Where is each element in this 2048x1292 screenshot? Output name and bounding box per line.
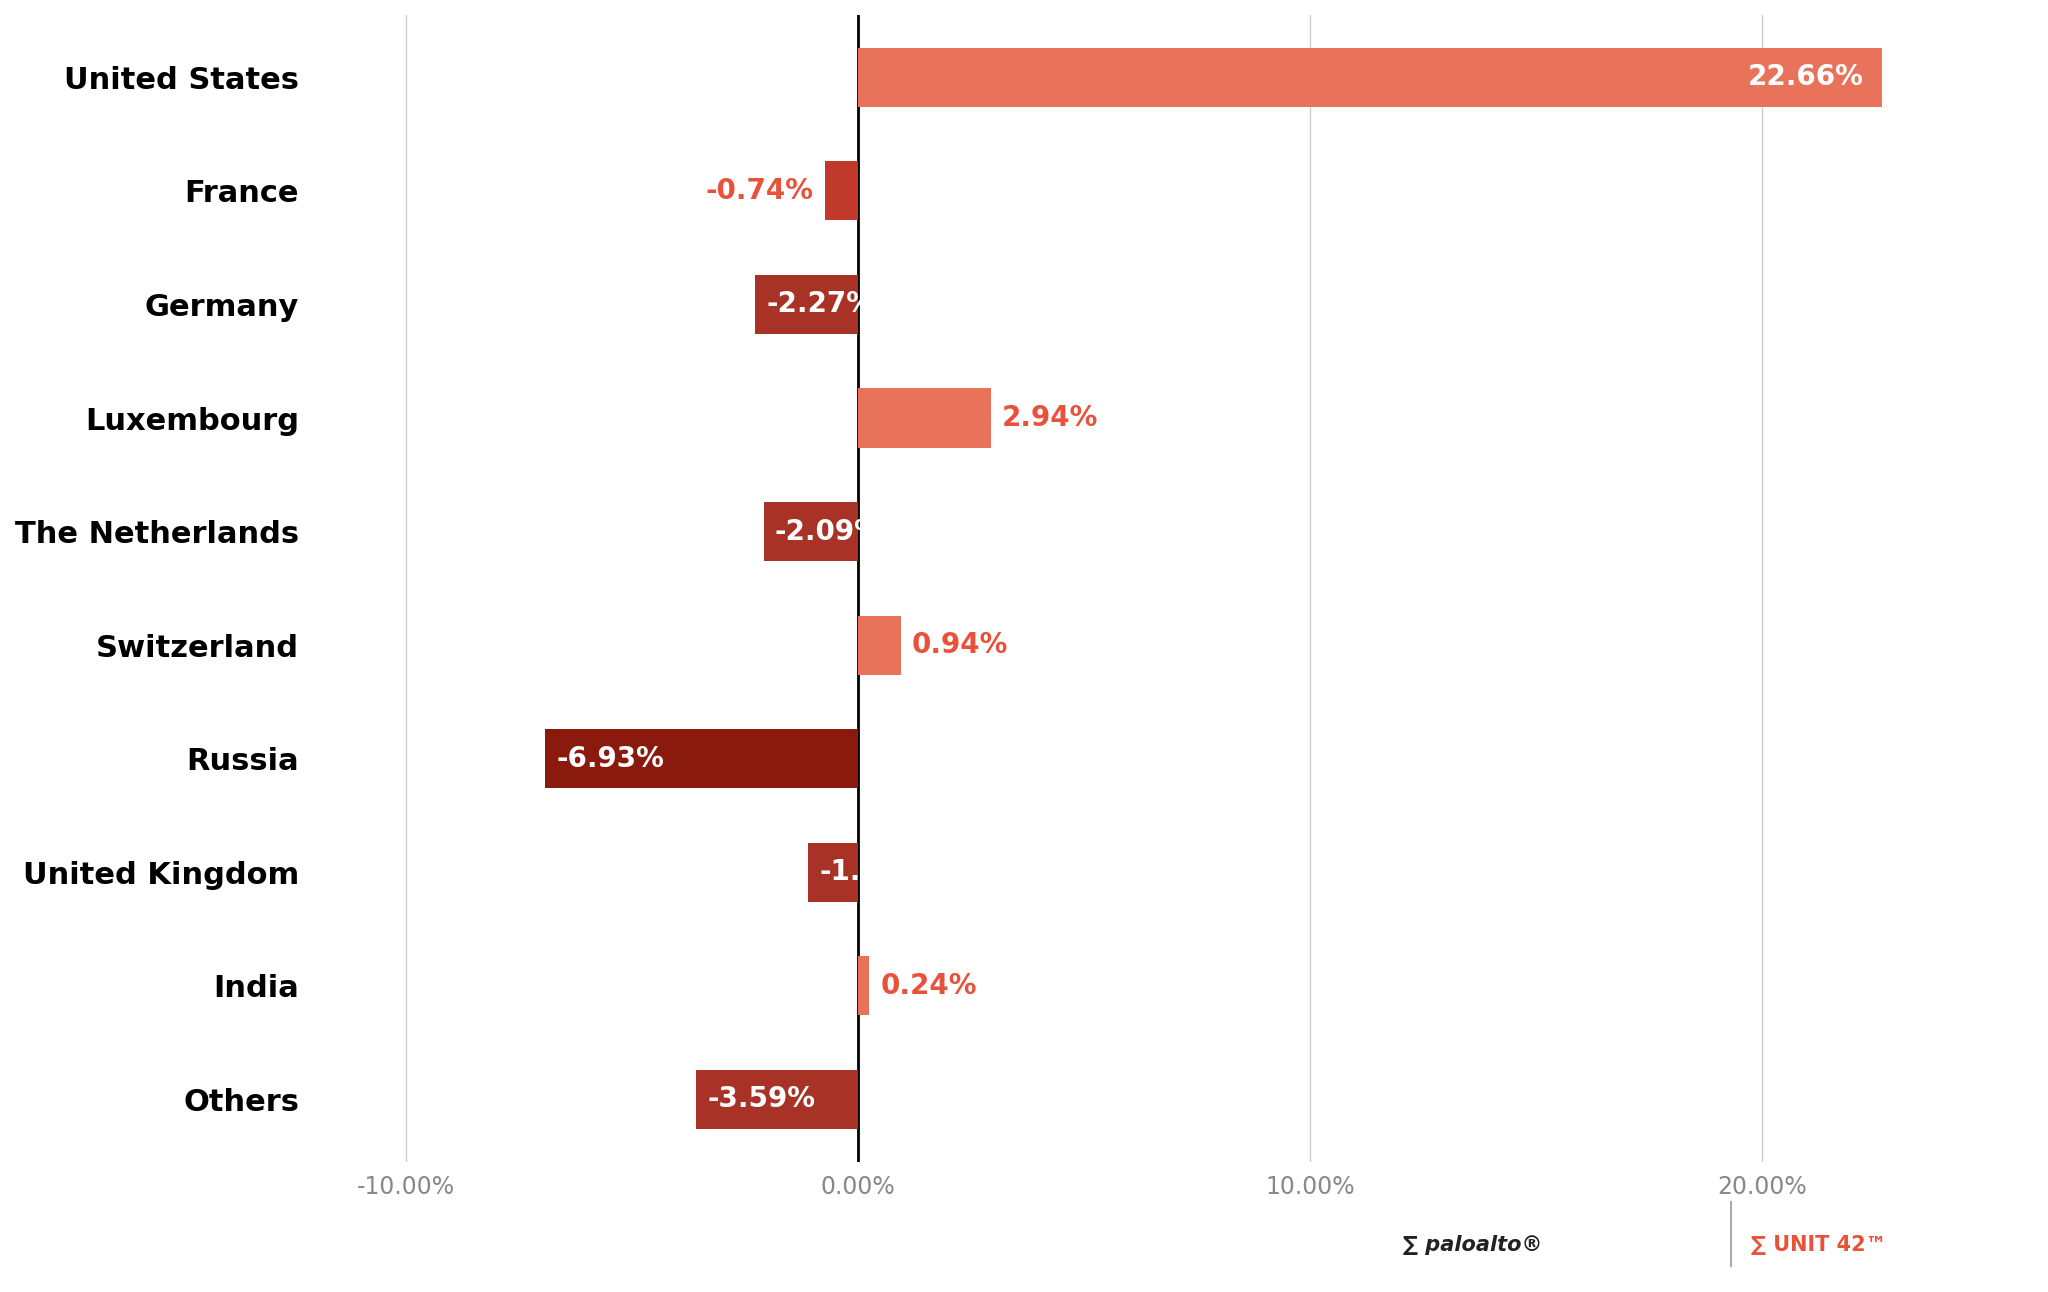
Text: 2.94%: 2.94% [1001,404,1098,432]
Text: -1.11%: -1.11% [819,858,928,886]
Text: ∑ paloalto®: ∑ paloalto® [1403,1235,1542,1255]
Text: 0.24%: 0.24% [881,972,977,1000]
Bar [696,1070,858,1129]
Bar [858,615,901,674]
Bar [807,842,858,902]
Text: 22.66%: 22.66% [1749,63,1864,92]
Text: -6.93%: -6.93% [557,744,664,773]
Text: ∑ UNIT 42™: ∑ UNIT 42™ [1751,1235,1886,1255]
Bar [825,162,858,221]
Text: -3.59%: -3.59% [707,1085,815,1114]
Bar [756,275,858,335]
Bar [545,729,858,788]
Bar [858,956,868,1016]
Bar [858,48,1882,107]
Text: 0.94%: 0.94% [911,630,1008,659]
Bar [764,503,858,561]
Text: -2.09%: -2.09% [774,518,883,545]
Bar [858,389,991,447]
Text: -2.27%: -2.27% [766,291,874,319]
Text: -0.74%: -0.74% [705,177,813,205]
